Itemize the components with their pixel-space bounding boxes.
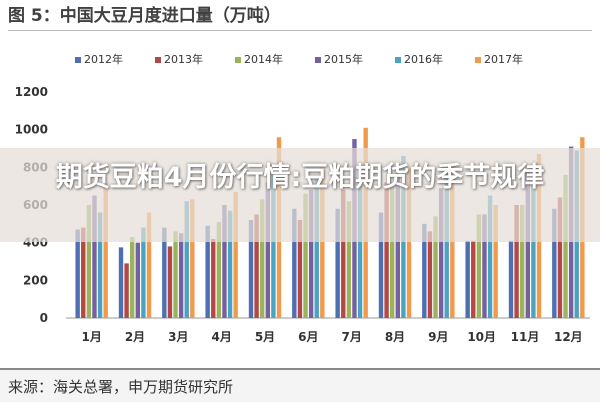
bar <box>525 171 530 318</box>
bar <box>297 220 303 318</box>
bar <box>520 205 525 318</box>
legend-swatch <box>315 57 321 63</box>
bar <box>130 237 135 318</box>
legend-swatch <box>475 57 481 63</box>
headline-banner <box>0 148 600 242</box>
bar <box>303 193 308 318</box>
bar <box>135 242 140 318</box>
bar <box>482 214 487 318</box>
x-axis: 1月 2月 3月 4月 5月 6月 7月 8月 9月 10月 11月 12月 <box>81 330 582 344</box>
bar <box>346 201 352 318</box>
bar <box>173 231 178 318</box>
source-footer: 来源：海关总署，申万期货研究所 <box>0 368 600 402</box>
bar <box>514 205 519 318</box>
bar <box>75 229 80 318</box>
bar <box>308 189 314 318</box>
bar <box>86 205 92 318</box>
legend-label: 2016年 <box>404 52 443 66</box>
legend-label: 2017年 <box>484 52 523 66</box>
legend-label: 2015年 <box>324 52 363 66</box>
bar <box>271 171 276 318</box>
bar <box>552 208 557 318</box>
bar <box>427 231 433 318</box>
bar <box>141 227 146 318</box>
bar <box>211 238 216 318</box>
bar <box>406 167 412 318</box>
x-tick-label: 6月 <box>298 330 318 344</box>
x-tick-label: 4月 <box>211 330 231 344</box>
bar <box>341 189 346 318</box>
bar <box>476 214 482 318</box>
bar <box>81 227 86 318</box>
bar <box>390 186 395 318</box>
legend-label: 2013年 <box>164 52 203 66</box>
bar <box>314 178 319 318</box>
y-tick-label: 1200 <box>15 85 48 99</box>
y-tick-label: 0 <box>40 311 48 325</box>
bar <box>265 182 270 318</box>
bar <box>222 205 227 318</box>
bar <box>92 195 97 318</box>
bar <box>254 214 259 318</box>
legend-swatch <box>75 57 81 63</box>
bar <box>422 223 427 318</box>
bar <box>205 225 210 318</box>
legend-swatch <box>155 57 161 63</box>
bar <box>378 212 384 318</box>
bar <box>292 208 297 318</box>
bar <box>184 201 189 318</box>
bar <box>118 247 124 318</box>
x-tick-label: 9月 <box>428 330 448 344</box>
bar <box>508 240 514 318</box>
bar <box>493 205 498 318</box>
x-tick-label: 2月 <box>125 330 145 344</box>
x-tick-label: 3月 <box>168 330 188 344</box>
source-text: 来源：海关总署，申万期货研究所 <box>8 378 234 396</box>
bar <box>124 263 129 318</box>
x-tick-label: 12月 <box>554 330 583 344</box>
bar <box>357 167 363 318</box>
bar <box>563 174 568 318</box>
bar <box>465 240 470 318</box>
x-tick-label: 8月 <box>385 330 405 344</box>
bar <box>531 169 536 318</box>
bar <box>178 233 184 318</box>
bar <box>557 197 563 318</box>
bar <box>146 212 152 318</box>
bar <box>233 191 238 318</box>
bar <box>216 221 222 318</box>
bar <box>162 227 167 318</box>
bar <box>471 240 476 318</box>
bar <box>444 171 449 318</box>
bar <box>103 182 108 318</box>
chart-legend: 2012年 2013年 2014年 2015年 2016年 2017年 <box>75 52 523 66</box>
x-tick-label: 7月 <box>341 330 361 344</box>
bar <box>97 212 103 318</box>
bar <box>227 210 233 318</box>
headline-text: 期货豆粕4月份行情:豆粕期货的季节规律 <box>55 162 545 193</box>
legend-swatch <box>395 57 401 63</box>
y-tick-label: 200 <box>23 273 48 287</box>
bar <box>433 216 438 318</box>
bar <box>487 195 493 318</box>
x-tick-label: 1月 <box>81 330 101 344</box>
bar <box>260 199 265 318</box>
y-tick-label: 1000 <box>15 123 48 137</box>
x-tick-label: 5月 <box>255 330 275 344</box>
figure-title: 图 5：中国大豆月度进口量（万吨） <box>8 4 592 31</box>
bar <box>438 188 444 318</box>
bar <box>384 182 389 318</box>
bar <box>190 199 195 318</box>
bar <box>335 208 340 318</box>
x-tick-label: 11月 <box>511 330 540 344</box>
legend-label: 2012年 <box>84 52 123 66</box>
bar <box>248 220 254 318</box>
bar <box>320 167 325 318</box>
x-tick-label: 10月 <box>467 330 496 344</box>
legend-label: 2014年 <box>244 52 283 66</box>
bar <box>167 246 173 318</box>
bar <box>395 172 400 318</box>
legend-swatch <box>235 57 241 63</box>
